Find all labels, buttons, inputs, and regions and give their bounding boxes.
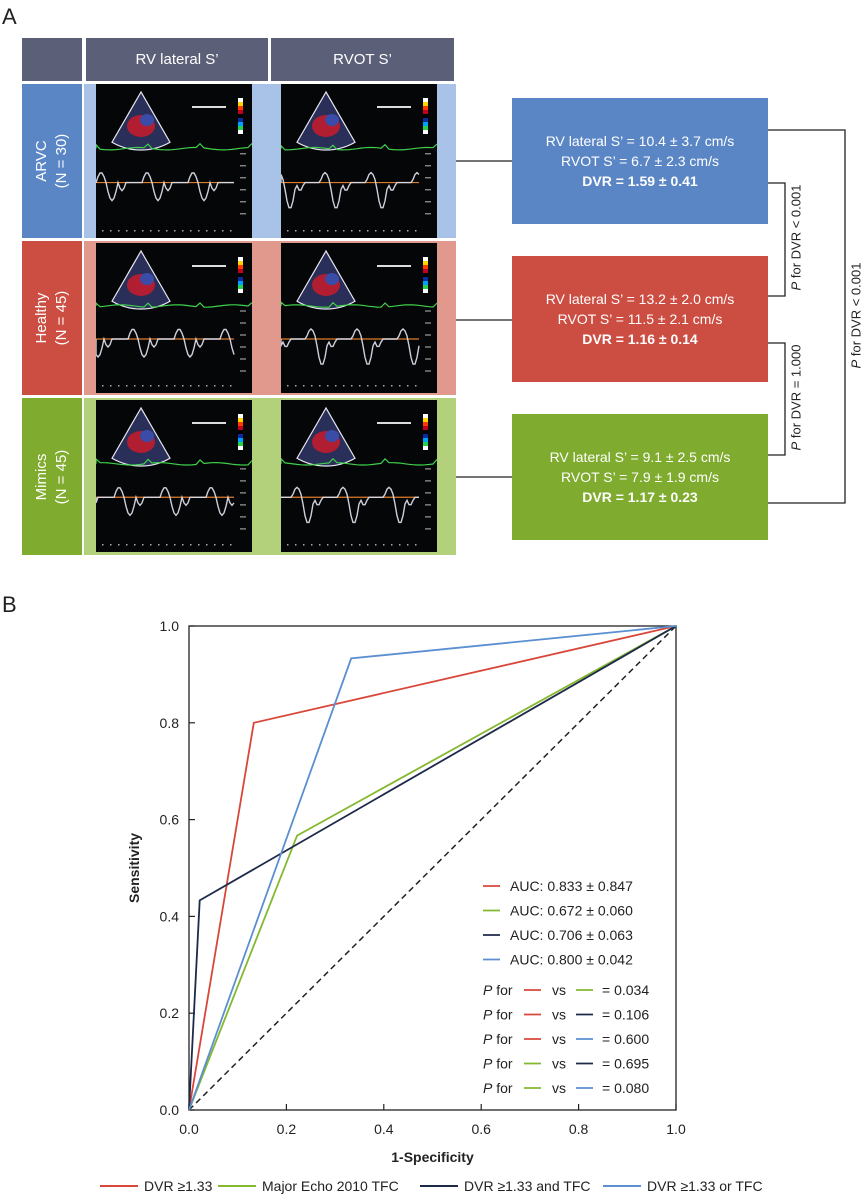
x-tick-label: 0.2 — [277, 1121, 297, 1137]
stat-rv-lateral: RV lateral S’ = 13.2 ± 2.0 cm/s — [545, 291, 735, 307]
comparison-label: P for — [483, 1031, 513, 1047]
comparison-vs: vs — [552, 1056, 566, 1072]
comparison-label: P for — [483, 1056, 513, 1072]
y-tick-label: 1.0 — [160, 618, 180, 634]
echo-image-mimics-rv-lateral — [96, 400, 252, 552]
legend-label: DVR ≥1.33 and TFC — [464, 1178, 591, 1194]
plot-frame — [188, 625, 677, 1111]
legend-label: DVR ≥1.33 — [144, 1178, 213, 1194]
comparison-label: P for — [483, 1080, 513, 1096]
legend-item: DVR ≥1.33 or TFC — [603, 1178, 763, 1194]
stat-rvot: RVOT S’ = 11.5 ± 2.1 cm/s — [557, 311, 723, 327]
comparison-row: P for vs = 0.080 — [483, 1080, 649, 1096]
x-tick-label: 0.6 — [471, 1121, 491, 1137]
comparison-p-value: = 0.080 — [602, 1080, 649, 1096]
stat-dvr: DVR = 1.16 ± 0.14 — [582, 331, 698, 347]
stat-dvr: DVR = 1.59 ± 0.41 — [582, 173, 698, 189]
roc-series-line-2 — [188, 625, 677, 1111]
y-tick-label: 0.4 — [160, 908, 180, 924]
row-label-healthy: Healthy (N = 45) — [22, 241, 82, 395]
comparison-vs: vs — [552, 982, 566, 998]
legend-swatch — [420, 1185, 458, 1187]
p-italic: P — [848, 359, 864, 369]
echo-image-arvc-rvot — [281, 84, 437, 238]
x-axis-label: 1-Specificity — [391, 1149, 474, 1165]
auc-legend-text: AUC: 0.706 ± 0.063 — [510, 927, 633, 943]
roc-series-line-4 — [188, 625, 677, 1111]
roc-series-line-1 — [188, 625, 677, 1111]
p-italic: P — [788, 281, 804, 291]
comparison-label: P for — [483, 1007, 513, 1023]
row-n: (N = 30) — [53, 133, 70, 189]
echo-image-healthy-rv-lateral — [96, 243, 252, 393]
x-tick-label: 0.4 — [374, 1121, 394, 1137]
column-header-rvot: RVOT S’ — [271, 38, 454, 81]
legend-swatch — [100, 1185, 138, 1187]
legend-swatch — [218, 1185, 256, 1187]
x-tick-label: 1.0 — [666, 1121, 686, 1137]
echo-image-mimics-rvot — [281, 400, 437, 552]
panel-b-letter: B — [2, 592, 17, 617]
reference-diagonal-line — [188, 625, 677, 1111]
legend-item: Major Echo 2010 TFC — [218, 1178, 399, 1194]
row-name: ARVC — [33, 140, 50, 182]
comparison-p-value: = 0.695 — [602, 1056, 649, 1072]
p-text: for DVR < 0.001 — [848, 262, 864, 357]
y-axis-label: Sensitivity — [126, 833, 142, 903]
p-text: for DVR = 1.000 — [788, 344, 804, 439]
comparison-p-value: = 0.106 — [602, 1007, 649, 1023]
y-tick-label: 0.0 — [160, 1102, 180, 1118]
legend-label: Major Echo 2010 TFC — [262, 1178, 399, 1194]
stats-box-arvc: RV lateral S’ = 10.4 ± 3.7 cm/s RVOT S’ … — [512, 98, 768, 224]
legend-item: DVR ≥1.33 and TFC — [420, 1178, 590, 1194]
p-label-arvc-vs-healthy: P for DVR < 0.001 — [789, 178, 804, 298]
auc-legend-text: AUC: 0.800 ± 0.042 — [510, 952, 633, 968]
legend-item: DVR ≥1.33 — [100, 1178, 212, 1194]
auc-legend-text: AUC: 0.672 ± 0.060 — [510, 903, 633, 919]
stats-box-mimics: RV lateral S’ = 9.1 ± 2.5 cm/s RVOT S’ =… — [512, 414, 768, 540]
row-n: (N = 45) — [53, 290, 70, 346]
row-name: Mimics — [33, 453, 50, 500]
header-blank — [22, 38, 82, 81]
comparison-vs: vs — [552, 1031, 566, 1047]
stats-box-healthy: RV lateral S’ = 13.2 ± 2.0 cm/s RVOT S’ … — [512, 256, 768, 382]
p-italic: P — [788, 441, 804, 451]
row-label-arvc: ARVC (N = 30) — [22, 84, 82, 238]
comparison-p-value: = 0.034 — [602, 982, 649, 998]
stat-rv-lateral: RV lateral S’ = 10.4 ± 3.7 cm/s — [545, 133, 735, 149]
comparison-row: P for vs = 0.106 — [483, 1007, 649, 1023]
legend-swatch — [603, 1185, 641, 1187]
row-name: Healthy — [33, 292, 50, 344]
legend-label: DVR ≥1.33 or TFC — [647, 1178, 763, 1194]
comparison-p-value: = 0.600 — [602, 1031, 649, 1047]
p-label-healthy-vs-mimics: P for DVR = 1.000 — [789, 338, 804, 458]
stat-rvot: RVOT S’ = 6.7 ± 2.3 cm/s — [561, 153, 719, 169]
echo-image-healthy-rvot — [281, 243, 437, 393]
column-header-rv-lateral: RV lateral S’ — [86, 38, 268, 81]
roc-chart: 0.0 0.2 0.4 0.6 0.8 1.0 0.0 0.2 0.4 0.6 0.8 1.0 1-Sp… — [126, 618, 686, 1165]
x-tick-label: 0.0 — [179, 1121, 199, 1137]
stat-rv-lateral: RV lateral S’ = 9.1 ± 2.5 cm/s — [549, 449, 731, 465]
comparison-vs: vs — [552, 1080, 566, 1096]
y-tick-label: 0.8 — [160, 715, 180, 731]
x-tick-label: 0.8 — [569, 1121, 589, 1137]
comparison-label: P for — [483, 982, 513, 998]
comparison-row: P for vs = 0.034 — [483, 982, 649, 998]
comparison-vs: vs — [552, 1007, 566, 1023]
stat-rvot: RVOT S’ = 7.9 ± 1.9 cm/s — [561, 469, 719, 485]
echo-image-arvc-rv-lateral — [96, 84, 252, 238]
p-label-arvc-vs-mimics: P for DVR < 0.001 — [849, 256, 864, 376]
y-tick-label: 0.2 — [160, 1005, 180, 1021]
row-n: (N = 45) — [53, 449, 70, 504]
comparison-row: P for vs = 0.695 — [483, 1056, 649, 1072]
y-tick-label: 0.6 — [160, 812, 180, 828]
comparison-row: P for vs = 0.600 — [483, 1031, 649, 1047]
p-text: for DVR < 0.001 — [788, 184, 804, 279]
stat-dvr: DVR = 1.17 ± 0.23 — [582, 489, 698, 505]
auc-legend-text: AUC: 0.833 ± 0.847 — [510, 878, 633, 894]
row-label-mimics: Mimics (N = 45) — [22, 398, 82, 555]
panel-a-letter: A — [2, 4, 17, 29]
roc-series-line-3 — [188, 625, 677, 1111]
